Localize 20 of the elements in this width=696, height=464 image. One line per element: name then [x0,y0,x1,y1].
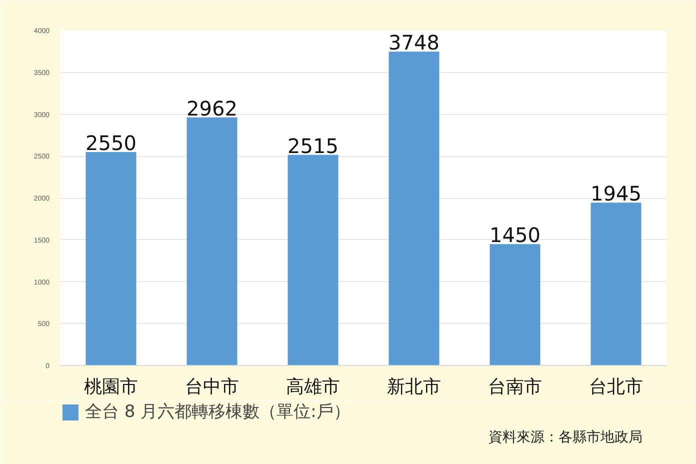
data-label: 1945 [590,182,642,206]
data-label: 2962 [186,96,238,120]
x-tick-label: 台南市 [488,376,542,398]
data-label: 3748 [388,30,440,55]
bar [186,117,238,366]
data-label: 2515 [288,134,338,158]
x-tick-label: 台中市 [185,376,239,398]
x-tick-label: 高雄市 [286,376,340,398]
bar [86,152,136,366]
source-note: 資料來源：各縣市地政局 [488,429,642,446]
bar [288,154,338,366]
bar [490,244,540,366]
x-tick-label: 新北市 [387,376,441,398]
x-tick-label: 桃園市 [84,376,138,398]
data-label: 1450 [490,223,540,248]
x-tick-label: 台北市 [589,376,643,398]
legend-label: 全台 8 月六都轉移棟數（單位:戶） [85,401,350,423]
bar [590,202,642,366]
bar [388,52,440,366]
data-label: 2550 [86,130,136,155]
